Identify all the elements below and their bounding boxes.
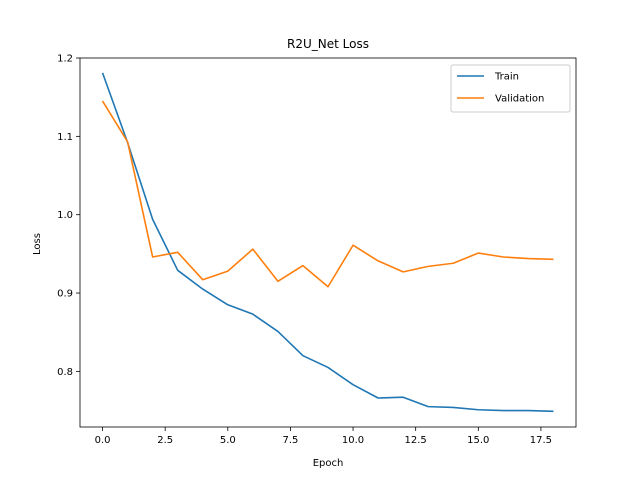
y-tick-label: 1.0 <box>57 210 73 221</box>
x-axis-label: Epoch <box>313 458 344 469</box>
y-tick-label: 1.2 <box>57 54 73 65</box>
series-line-validation <box>101 100 554 288</box>
y-tick-label: 1.1 <box>57 132 73 143</box>
x-tick-label: 5.0 <box>220 435 236 446</box>
y-axis-ticks: 0.8 0.9 1.0 1.1 1.2 <box>57 54 80 378</box>
chart-title: R2U_Net Loss <box>287 37 369 51</box>
y-axis-label: Loss <box>32 233 43 255</box>
legend-label-train: Train <box>494 72 519 83</box>
x-tick-label: 17.5 <box>530 435 552 446</box>
x-tick-label: 2.5 <box>157 435 173 446</box>
y-tick-label: 0.9 <box>57 289 73 300</box>
x-tick-label: 10.0 <box>342 435 364 446</box>
x-tick-label: 7.5 <box>282 435 298 446</box>
x-tick-label: 12.5 <box>405 435 427 446</box>
plot-area <box>101 72 554 413</box>
series-line-train <box>101 72 554 413</box>
axes-frame <box>79 57 577 428</box>
y-tick-label: 0.8 <box>57 367 73 378</box>
legend-label-validation: Validation <box>495 94 544 105</box>
x-axis-ticks: 0.0 2.5 5.0 7.5 10.0 12.5 15.0 17.5 <box>95 427 552 446</box>
x-tick-label: 0.0 <box>95 435 111 446</box>
legend: Train Validation <box>450 64 571 113</box>
x-tick-label: 15.0 <box>467 435 489 446</box>
